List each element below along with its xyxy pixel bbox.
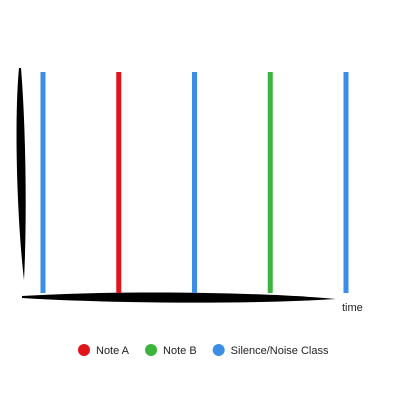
legend-dot (212, 344, 225, 356)
legend-dot (78, 344, 90, 356)
legend-label: Note B (163, 345, 197, 357)
y-axis (16, 68, 26, 280)
legend-label: Silence/Noise Class (231, 345, 329, 357)
legend-label: Note A (96, 345, 130, 357)
legend-dot (145, 344, 158, 356)
x-axis (22, 292, 336, 303)
axis-label: time (342, 302, 363, 314)
